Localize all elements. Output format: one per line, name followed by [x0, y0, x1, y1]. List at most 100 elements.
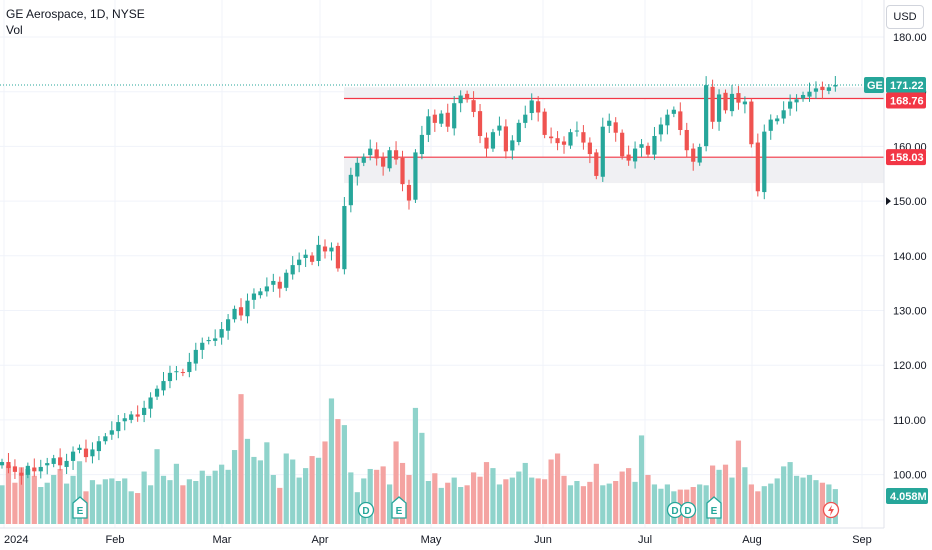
lightning-bolt [828, 505, 834, 516]
volume-bar [722, 464, 729, 524]
volume-bars [0, 394, 838, 524]
volume-bar [64, 483, 70, 524]
volume-bar [561, 475, 567, 524]
candle-body [555, 138, 560, 144]
event-label: E [711, 506, 718, 517]
event-label: D [671, 506, 678, 517]
event-marker-earnings[interactable]: E [72, 496, 88, 519]
candle-body [238, 307, 244, 316]
time-tick-label: May [421, 534, 442, 546]
candle-body [691, 148, 696, 162]
price-tick-label: 120.00 [893, 360, 927, 372]
volume-bar [554, 453, 561, 524]
candle-body [232, 308, 237, 320]
candle-body [96, 441, 101, 452]
volume-bar [626, 468, 632, 524]
volume-bar [425, 481, 431, 524]
time-axis[interactable]: 2024 Feb Mar Apr May Jun Jul Aug Sep [0, 527, 884, 546]
event-marker-dividend[interactable]: D [666, 501, 684, 519]
volume-bar [483, 462, 490, 524]
volume-bar [199, 470, 205, 524]
time-tick-label: Apr [311, 534, 328, 546]
event-marker-dividend[interactable]: D [679, 501, 697, 519]
candle-body [587, 142, 592, 155]
candle-body [361, 156, 366, 163]
candle-body [568, 132, 573, 146]
event-marker-dividend[interactable]: D [357, 501, 375, 519]
support-level-tag-bg [886, 149, 926, 166]
volume-bar [231, 450, 238, 524]
candle-body [620, 132, 625, 157]
candle-body [122, 418, 127, 422]
volume-bar [800, 477, 806, 524]
volume-bar [76, 461, 83, 524]
candle-body [116, 422, 121, 432]
volume-bar [464, 485, 470, 524]
candle-body [445, 112, 450, 127]
price-tick-label: 110.00 [893, 415, 926, 427]
candle-body [70, 451, 76, 461]
candle-body [665, 114, 670, 126]
volume-bar [587, 481, 593, 524]
candle-body [348, 174, 353, 206]
candle-body [368, 148, 373, 156]
volume-bar [341, 425, 347, 524]
volume-bar [18, 467, 24, 524]
candle-body [742, 101, 747, 105]
volume-bar [154, 449, 160, 524]
symbol-title[interactable]: GE Aerospace, 1D, NYSE [6, 7, 145, 21]
volume-bar [509, 477, 515, 524]
candle-body [613, 122, 618, 133]
earnings-icon [391, 496, 407, 519]
volume-bar [477, 476, 483, 524]
volume-bar [606, 483, 612, 524]
candle-body [258, 291, 263, 296]
candle-body [381, 157, 386, 167]
candle-body [413, 152, 418, 200]
event-marker-earnings[interactable]: E [391, 496, 407, 519]
volume-bar [206, 475, 212, 524]
time-tick-label: Jun [534, 534, 552, 546]
volume-bar [270, 474, 276, 524]
candle-body [581, 132, 586, 143]
candle-body [271, 280, 276, 285]
candle-body [387, 150, 392, 169]
candle-body [716, 94, 722, 122]
event-marker-earnings[interactable]: E [706, 496, 722, 519]
candle-body [755, 142, 760, 192]
volume-bar [264, 442, 270, 524]
candle-body [90, 449, 95, 457]
volume-bar [574, 481, 580, 524]
volume-bar [697, 484, 703, 524]
last-price-text: 171.22 [890, 80, 924, 92]
volume-bar [458, 487, 464, 524]
volume-bar [703, 485, 709, 524]
candle-body [322, 246, 328, 252]
volume-label[interactable]: Vol [6, 23, 23, 37]
volume-bar [25, 468, 31, 524]
currency-button[interactable]: USD [886, 5, 924, 29]
candle-body [187, 361, 192, 373]
candle-body [781, 110, 786, 119]
volume-bar [5, 465, 12, 524]
candle-body [329, 247, 334, 252]
volume-bar [542, 479, 548, 524]
candle-body [355, 162, 360, 177]
candle-body [135, 414, 140, 417]
candle-body [516, 122, 521, 143]
candle-body [393, 150, 399, 160]
volume-bar [748, 484, 754, 524]
volume-bar [115, 481, 121, 524]
candle-body [684, 129, 689, 151]
volume-bar [322, 441, 328, 524]
candle-body [432, 114, 437, 123]
candle-body [0, 462, 5, 466]
event-label: E [396, 506, 403, 517]
volume-bar [109, 478, 115, 524]
candle-body [219, 329, 224, 338]
volume-bar [774, 478, 780, 524]
candle-body [768, 119, 773, 131]
volume-bar [193, 481, 199, 524]
